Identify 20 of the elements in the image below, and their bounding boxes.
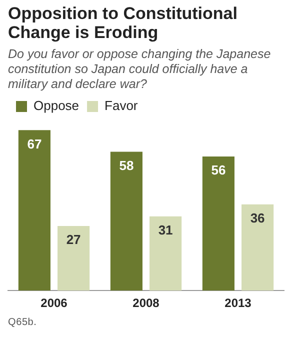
legend-label: Oppose <box>34 98 80 114</box>
data-label: 36 <box>250 210 265 226</box>
data-label: 67 <box>27 136 42 152</box>
x-tick-label: 2008 <box>132 296 160 310</box>
data-label: 58 <box>119 158 134 173</box>
legend-label: Favor <box>104 98 138 114</box>
text: Q65b. <box>8 317 38 328</box>
data-label: 27 <box>66 232 81 248</box>
bar <box>242 204 274 291</box>
bar <box>110 152 142 291</box>
bar <box>150 216 182 291</box>
x-tick-label: 2013 <box>224 296 252 310</box>
bar <box>58 226 90 291</box>
chart-subtitle: Do you favor or oppose changing the Japanese constitution so Japan could officially have a military and declare war? <box>8 47 272 92</box>
data-label: 31 <box>158 222 173 238</box>
bar <box>18 130 50 291</box>
x-tick-label: 2006 <box>40 296 68 310</box>
bar <box>202 156 234 291</box>
chart-title: Opposition to Constitutional Change is Eroding <box>8 4 238 42</box>
data-label: 56 <box>211 162 226 178</box>
